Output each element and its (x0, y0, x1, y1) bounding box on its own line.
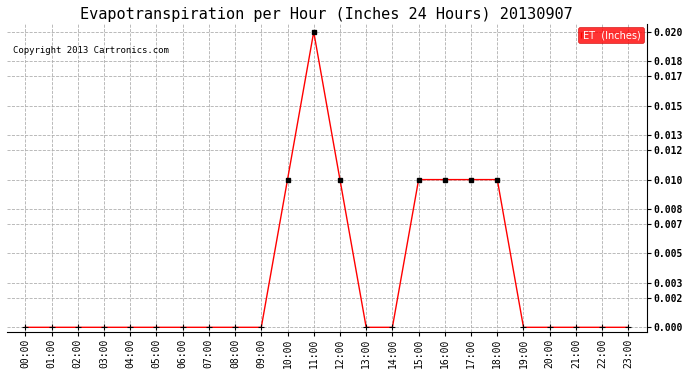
Title: Evapotranspiration per Hour (Inches 24 Hours) 20130907: Evapotranspiration per Hour (Inches 24 H… (81, 7, 573, 22)
Text: Copyright 2013 Cartronics.com: Copyright 2013 Cartronics.com (13, 46, 169, 55)
Legend: ET  (Inches): ET (Inches) (578, 27, 644, 43)
